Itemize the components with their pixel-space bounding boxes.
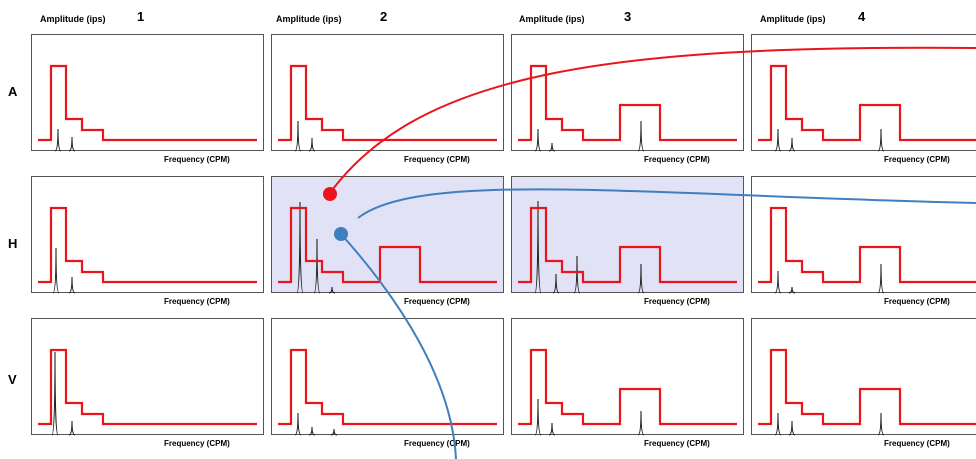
- column-number: 3: [624, 9, 632, 24]
- spectrum-peak: [294, 412, 302, 436]
- frequency-axis-label: Frequency (CPM): [644, 439, 710, 448]
- frequency-axis-label: Frequency (CPM): [884, 155, 950, 164]
- alarm-envelope: [278, 348, 497, 426]
- alarm-envelope: [38, 64, 257, 142]
- amplitude-axis-label: Amplitude (ips): [760, 14, 826, 24]
- spectrum-plot: [758, 206, 976, 294]
- alarm-envelope: [518, 64, 737, 142]
- frequency-axis-label: Frequency (CPM): [884, 439, 950, 448]
- row-label-v: V: [8, 372, 17, 387]
- alarm-envelope: [518, 206, 737, 284]
- spectrum-peak: [534, 200, 542, 294]
- spectrum-peak: [877, 412, 885, 436]
- spectrum-peak: [552, 273, 560, 294]
- spectrum-peak: [774, 128, 782, 152]
- frequency-axis-label: Frequency (CPM): [644, 155, 710, 164]
- frequency-axis-label: Frequency (CPM): [404, 439, 470, 448]
- column-number: 4: [858, 9, 866, 24]
- column-number: 1: [137, 9, 145, 24]
- alarm-envelope: [38, 206, 257, 284]
- spectrum-peak: [51, 351, 59, 436]
- frequency-axis-label: Frequency (CPM): [644, 297, 710, 306]
- spectrum-peak: [788, 420, 796, 436]
- spectrum-panel-a2[interactable]: [271, 34, 504, 152]
- spectrum-peak: [534, 128, 542, 152]
- spectrum-panel-v4[interactable]: [751, 318, 976, 436]
- alarm-envelope: [518, 348, 737, 426]
- spectrum-peak: [308, 137, 316, 152]
- frequency-axis-label: Frequency (CPM): [164, 297, 230, 306]
- spectrum-plot: [278, 348, 497, 436]
- spectrum-panel-a3[interactable]: [511, 34, 744, 152]
- spectrum-peak: [548, 142, 556, 152]
- spectrum-peak: [313, 238, 321, 294]
- amplitude-axis-label: Amplitude (ips): [40, 14, 106, 24]
- spectrum-panel-v2[interactable]: [271, 318, 504, 436]
- spectrum-plot: [38, 206, 257, 294]
- spectrum-peak: [330, 428, 338, 436]
- spectrum-panel-a1[interactable]: [31, 34, 264, 152]
- spectrum-peak: [573, 255, 581, 294]
- spectrum-panel-h1[interactable]: [31, 176, 264, 294]
- alarm-envelope: [758, 206, 976, 284]
- spectrum-peak: [68, 136, 76, 152]
- spectrum-plot: [38, 64, 257, 152]
- frequency-axis-label: Frequency (CPM): [404, 297, 470, 306]
- spectrum-plot: [518, 64, 737, 152]
- spectrum-peak: [308, 426, 316, 436]
- spectrum-plot: [278, 201, 497, 294]
- spectrum-peak: [637, 410, 645, 436]
- spectrum-peak: [788, 286, 796, 294]
- spectrum-plot: [518, 200, 737, 294]
- spectrum-peak: [68, 420, 76, 436]
- spectrum-peak: [548, 422, 556, 436]
- alarm-envelope: [758, 348, 976, 426]
- alarm-envelope: [758, 64, 976, 142]
- spectrum-panel-h3[interactable]: [511, 176, 744, 294]
- spectrum-plot: [758, 64, 976, 152]
- spectrum-panel-v1[interactable]: [31, 318, 264, 436]
- spectrum-panel-h4[interactable]: [751, 176, 976, 294]
- frequency-axis-label: Frequency (CPM): [164, 155, 230, 164]
- spectrum-peak: [774, 270, 782, 294]
- spectrum-peak: [637, 120, 645, 152]
- spectrum-panel-h2[interactable]: [271, 176, 504, 294]
- row-label-a: A: [8, 84, 18, 99]
- alarm-envelope: [38, 348, 257, 426]
- frequency-axis-label: Frequency (CPM): [164, 439, 230, 448]
- spectrum-plot: [518, 348, 737, 436]
- spectrum-peak: [296, 201, 304, 294]
- amplitude-axis-label: Amplitude (ips): [519, 14, 585, 24]
- spectrum-peak: [774, 412, 782, 436]
- spectrum-peak: [637, 263, 645, 294]
- spectrum-peak: [534, 398, 542, 436]
- spectrum-plot: [38, 348, 257, 436]
- spectrum-plot: [758, 348, 976, 436]
- frequency-axis-label: Frequency (CPM): [884, 297, 950, 306]
- row-label-h: H: [8, 236, 18, 251]
- amplitude-axis-label: Amplitude (ips): [276, 14, 342, 24]
- column-number: 2: [380, 9, 388, 24]
- spectrum-panel-v3[interactable]: [511, 318, 744, 436]
- spectrum-panel-a4[interactable]: [751, 34, 976, 152]
- spectrum-plot: [278, 64, 497, 152]
- spectrum-peak: [54, 128, 62, 152]
- spectrum-peak: [788, 137, 796, 152]
- alarm-envelope: [278, 206, 497, 284]
- spectrum-peak: [52, 247, 60, 294]
- spectrum-peak: [68, 276, 76, 294]
- frequency-axis-label: Frequency (CPM): [404, 155, 470, 164]
- alarm-envelope: [278, 64, 497, 142]
- spectrum-peak: [294, 120, 302, 152]
- spectrum-peak: [877, 128, 885, 152]
- spectrum-peak: [877, 263, 885, 294]
- spectrum-peak: [328, 286, 336, 294]
